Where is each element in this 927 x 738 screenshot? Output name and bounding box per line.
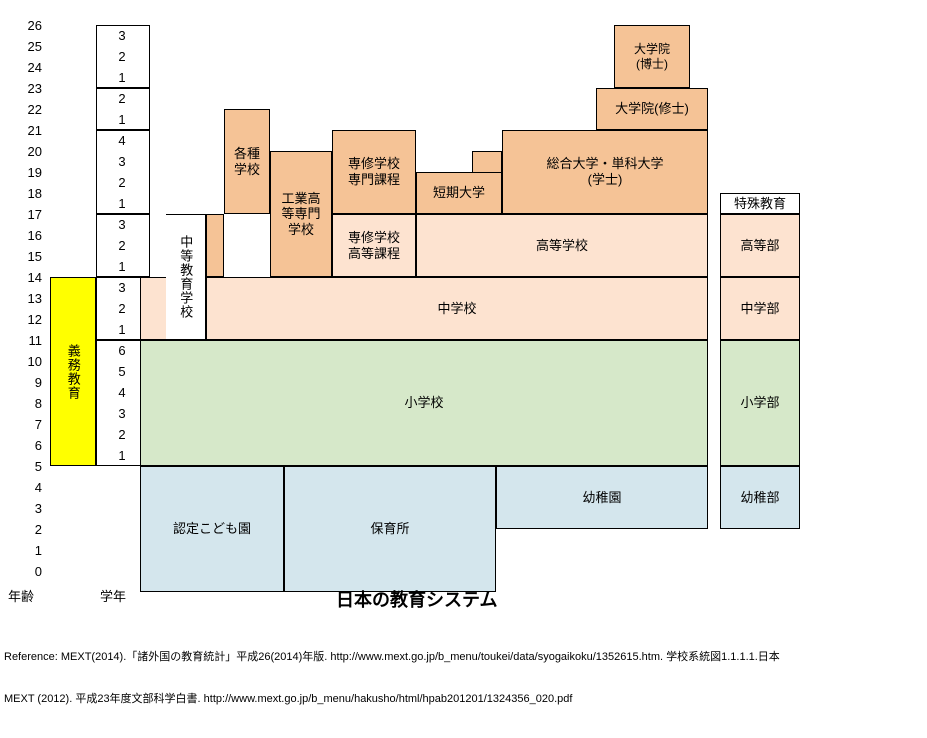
special-education-header: 特殊教育 <box>720 193 800 214</box>
grade-5-3: 3 <box>102 403 142 424</box>
block-17: 大学院(博士) <box>614 25 690 88</box>
age-4: 4 <box>18 477 42 498</box>
age-2: 2 <box>18 519 42 540</box>
block-0: 認定こども園 <box>140 466 284 592</box>
age-13: 13 <box>18 288 42 309</box>
grade-0-1: 2 <box>102 46 142 67</box>
age-7: 7 <box>18 414 42 435</box>
block-21: 高等部 <box>720 214 800 277</box>
block-3: 小学校 <box>140 340 708 466</box>
grade-4-2: 1 <box>102 319 142 340</box>
block-10 <box>206 214 224 277</box>
block-19: 小学部 <box>720 340 800 466</box>
age-24: 24 <box>18 57 42 78</box>
grade-2-1: 3 <box>102 151 142 172</box>
age-15: 15 <box>18 246 42 267</box>
age-8: 8 <box>18 393 42 414</box>
age-0: 0 <box>18 561 42 582</box>
age-22: 22 <box>18 99 42 120</box>
block-20: 中学部 <box>720 277 800 340</box>
block-6 <box>140 277 166 340</box>
age-5: 5 <box>18 456 42 477</box>
grade-0-0: 3 <box>102 25 142 46</box>
age-21: 21 <box>18 120 42 141</box>
grade-4-1: 2 <box>102 298 142 319</box>
block-4: 中学校 <box>206 277 708 340</box>
axis-grade-label: 学年 <box>100 586 126 605</box>
age-19: 19 <box>18 162 42 183</box>
block-2: 幼稚園 <box>496 466 708 529</box>
block-11: 工業高等専門学校 <box>270 151 332 277</box>
age-26: 26 <box>18 15 42 36</box>
compulsory-education: 義務教育 <box>50 277 96 466</box>
age-17: 17 <box>18 204 42 225</box>
age-3: 3 <box>18 498 42 519</box>
grade-1-1: 1 <box>102 109 142 130</box>
block-9: 各種学校 <box>224 109 270 214</box>
age-23: 23 <box>18 78 42 99</box>
block-13: 短期大学 <box>416 172 502 214</box>
block-16: 大学院(修士) <box>596 88 708 130</box>
age-18: 18 <box>18 183 42 204</box>
age-11: 11 <box>18 330 42 351</box>
grade-1-0: 2 <box>102 88 142 109</box>
block-14 <box>472 151 502 172</box>
grade-5-5: 1 <box>102 445 142 466</box>
reference-0: Reference: MEXT(2014).「諸外国の教育統計」平成26(201… <box>4 648 780 664</box>
age-6: 6 <box>18 435 42 456</box>
age-9: 9 <box>18 372 42 393</box>
block-5: 中等教育学校 <box>166 214 206 340</box>
age-12: 12 <box>18 309 42 330</box>
block-8: 専修学校高等課程 <box>332 214 416 277</box>
age-10: 10 <box>18 351 42 372</box>
grade-5-2: 4 <box>102 382 142 403</box>
axis-age-label: 年齢 <box>8 586 34 605</box>
grade-3-1: 2 <box>102 235 142 256</box>
grade-0-2: 1 <box>102 67 142 88</box>
grade-5-4: 2 <box>102 424 142 445</box>
grade-4-0: 3 <box>102 277 142 298</box>
block-18: 幼稚部 <box>720 466 800 529</box>
block-15: 総合大学・単科大学(学士) <box>502 130 708 214</box>
reference-1: MEXT (2012). 平成23年度文部科学白書. http://www.me… <box>4 690 572 706</box>
age-14: 14 <box>18 267 42 288</box>
chart-title: 日本の教育システム <box>336 586 497 612</box>
block-1: 保育所 <box>284 466 496 592</box>
grade-5-1: 5 <box>102 361 142 382</box>
grade-5-0: 6 <box>102 340 142 361</box>
grade-3-0: 3 <box>102 214 142 235</box>
grade-2-3: 1 <box>102 193 142 214</box>
age-1: 1 <box>18 540 42 561</box>
grade-3-2: 1 <box>102 256 142 277</box>
grade-2-2: 2 <box>102 172 142 193</box>
block-7: 高等学校 <box>416 214 708 277</box>
age-25: 25 <box>18 36 42 57</box>
block-12: 専修学校専門課程 <box>332 130 416 214</box>
age-16: 16 <box>18 225 42 246</box>
grade-2-0: 4 <box>102 130 142 151</box>
age-20: 20 <box>18 141 42 162</box>
